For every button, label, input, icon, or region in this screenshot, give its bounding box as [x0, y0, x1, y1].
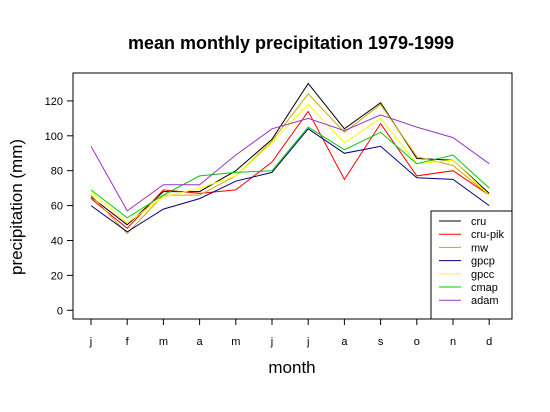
- y-tick-label: 120: [45, 96, 63, 108]
- x-tick-label: o: [414, 336, 420, 348]
- series-line-gpcc: [90, 103, 490, 224]
- y-tick-label: 60: [51, 201, 63, 213]
- y-tick-label: 100: [45, 131, 63, 143]
- y-axis: 0 20 40 60 80 100 120: [45, 96, 73, 317]
- x-tick-label: s: [378, 336, 384, 348]
- x-tick-label: m: [231, 336, 240, 348]
- y-tick-label: 0: [57, 305, 63, 317]
- series-line-cmap: [90, 126, 490, 219]
- y-tick-label: 80: [51, 166, 63, 178]
- series-lines: [90, 82, 490, 235]
- legend-label-adam: adam: [471, 295, 499, 307]
- legend-label-cru-pik: cru-pik: [471, 229, 505, 241]
- x-axis-label: month: [268, 358, 315, 377]
- series-line-mw: [90, 93, 490, 235]
- x-tick-label: j: [306, 336, 309, 348]
- legend-label-gpcc: gpcc: [471, 269, 495, 281]
- legend-label-cru: cru: [471, 216, 486, 228]
- series-line-gpcp: [90, 128, 490, 233]
- x-tick-label: m: [159, 336, 168, 348]
- y-tick-label: 20: [51, 270, 63, 282]
- x-tick-label: j: [270, 336, 273, 348]
- legend-label-cmap: cmap: [471, 282, 498, 294]
- x-tick-label: a: [197, 336, 204, 348]
- series-line-adam: [90, 114, 490, 212]
- legend-label-gpcp: gpcp: [471, 256, 495, 268]
- x-tick-label: j: [89, 336, 92, 348]
- series-line-cru-pik: [90, 110, 490, 229]
- legend-label-mw: mw: [471, 242, 488, 254]
- y-tick-label: 40: [51, 235, 63, 247]
- chart-title: mean monthly precipitation 1979-1999: [128, 33, 454, 53]
- x-tick-label: a: [341, 336, 348, 348]
- x-tick-label: f: [126, 336, 130, 348]
- x-tick-label: n: [450, 336, 456, 348]
- legend-box: [430, 210, 513, 320]
- x-tick-label: d: [486, 336, 492, 348]
- series-line-cru: [90, 82, 490, 226]
- plot-frame: [72, 72, 513, 320]
- y-axis-label: precipitation (mm): [7, 139, 26, 275]
